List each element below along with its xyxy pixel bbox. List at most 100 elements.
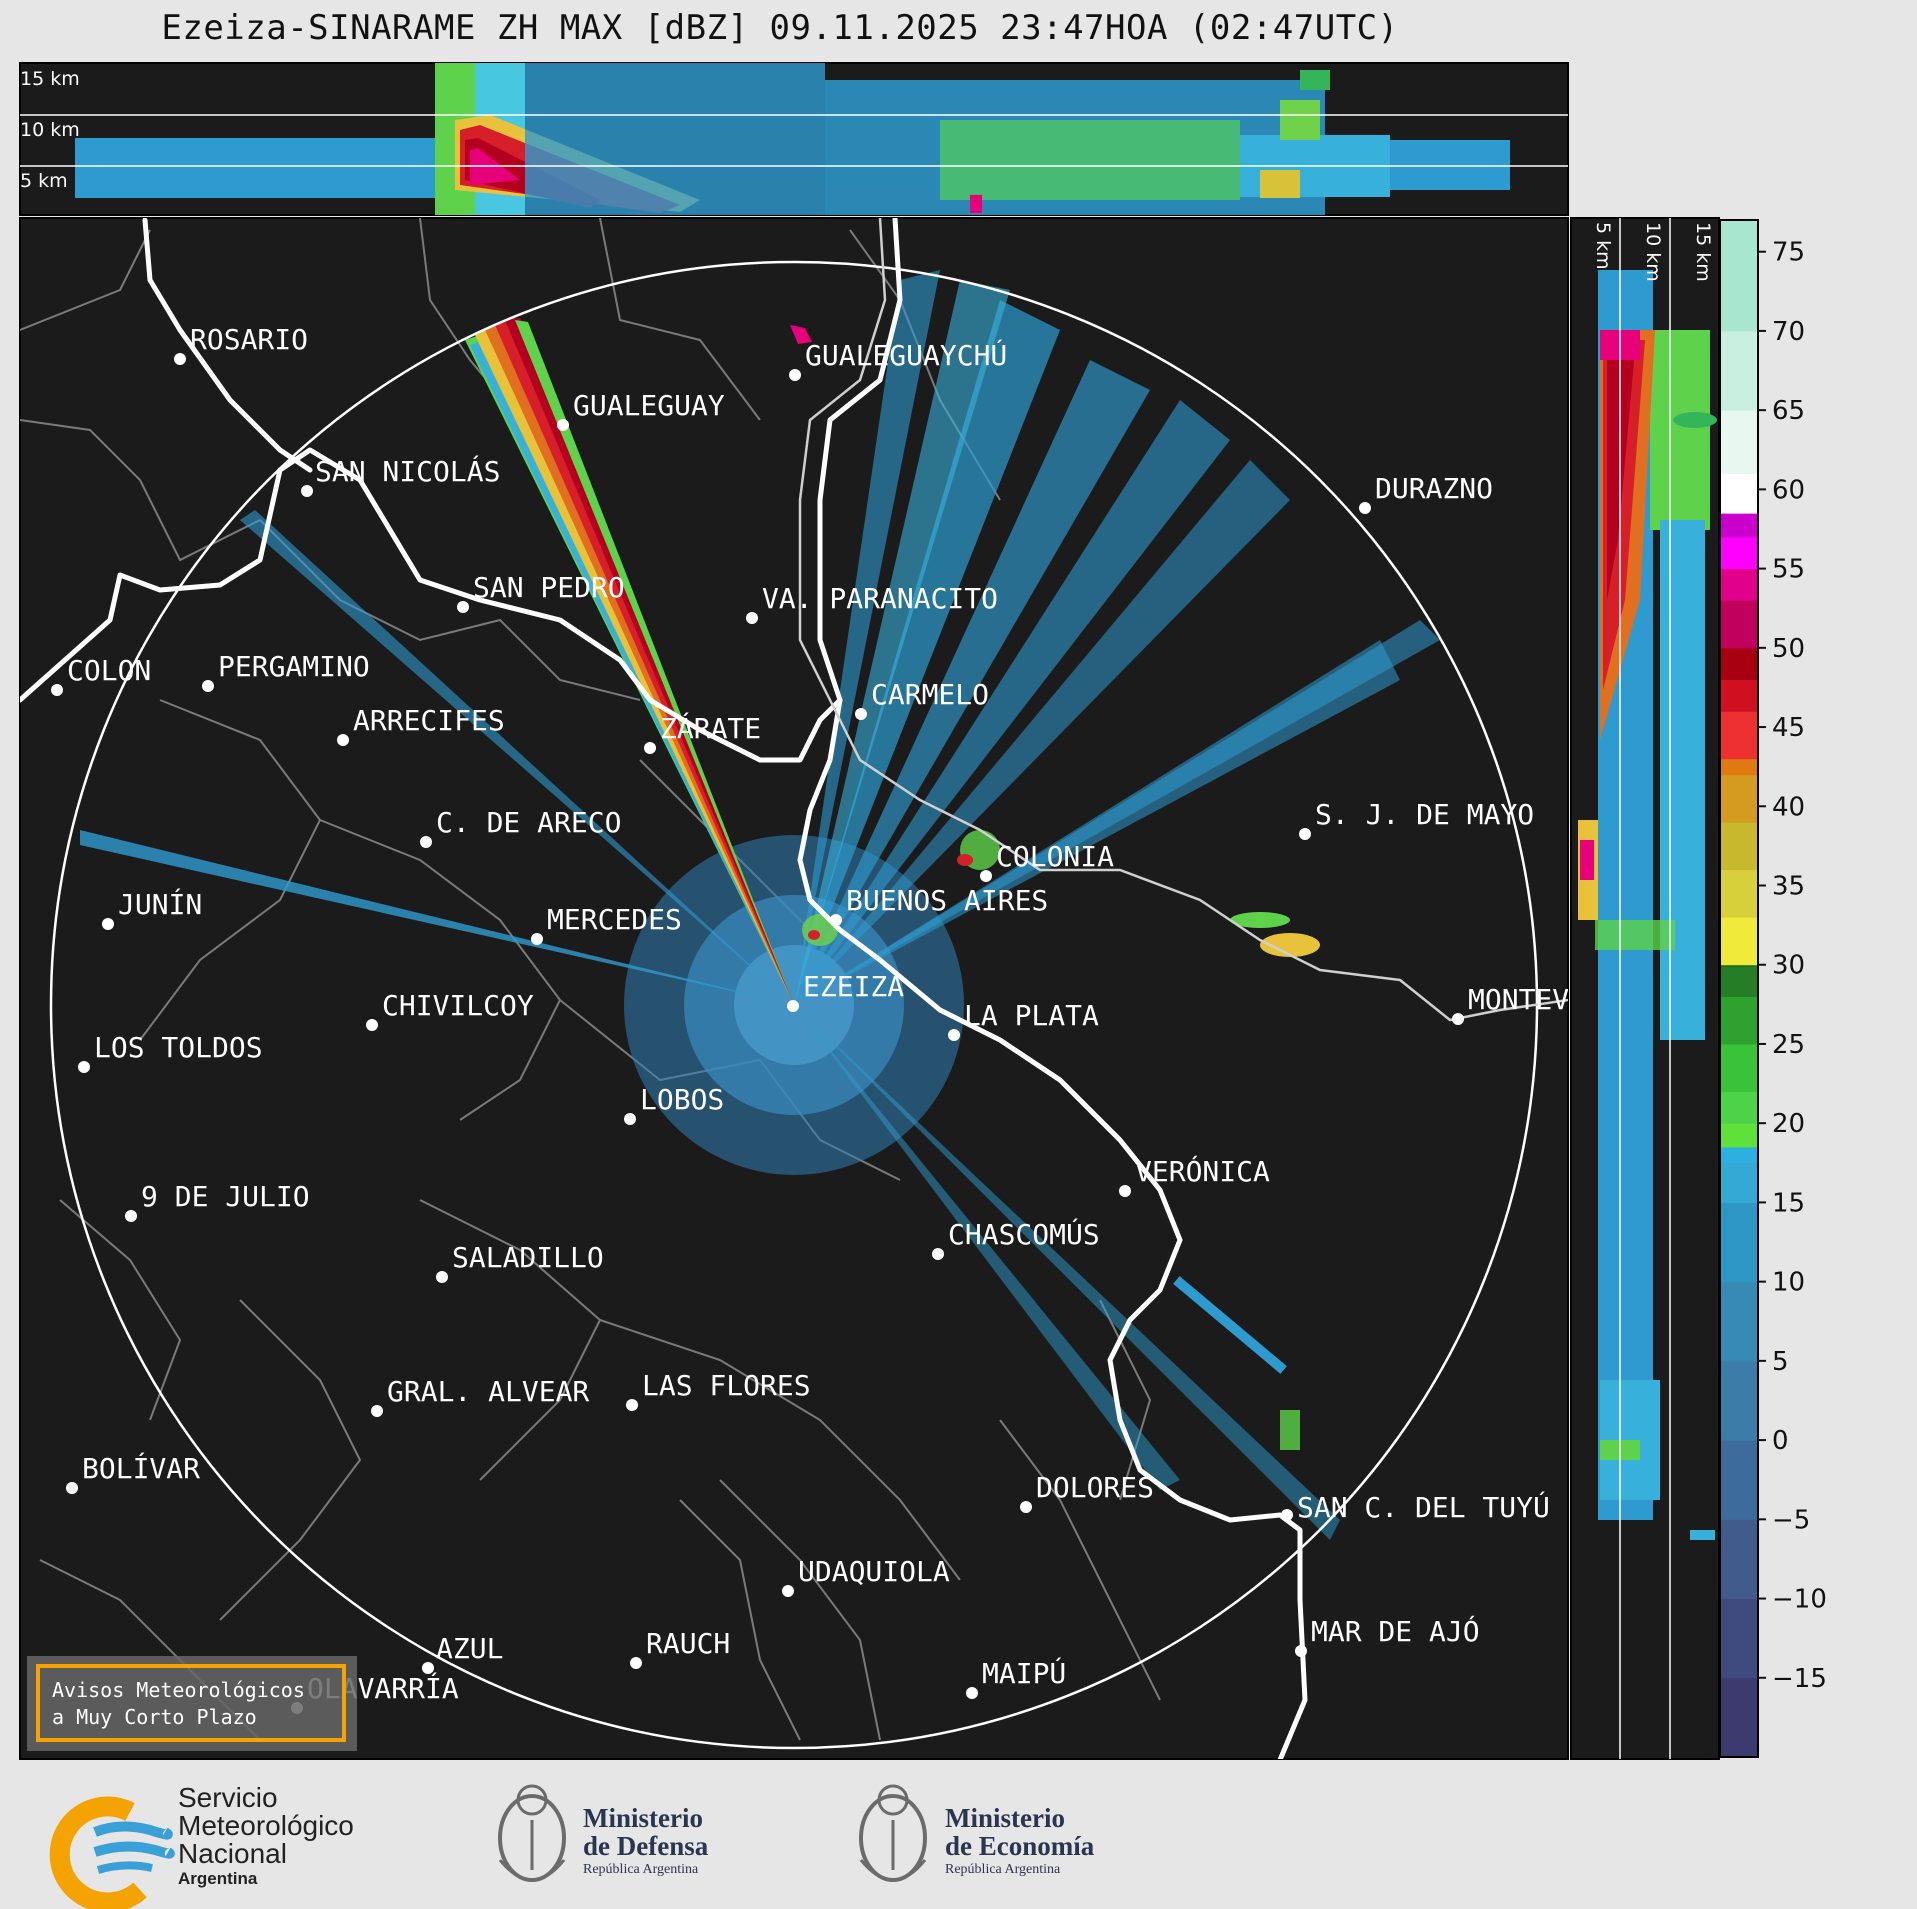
colorbar-band (1720, 220, 1758, 332)
city-label-carmelo: CARMELO (871, 678, 989, 711)
city-label-dolores: DOLORES (1036, 1471, 1154, 1504)
side-cross-section-panel: 5 km 10 km 15 km (1570, 217, 1720, 1760)
colorbar-band (1720, 1598, 1758, 1679)
warning-box-line2: a Muy Corto Plazo (52, 1705, 257, 1729)
smn-logo-icon (49, 1796, 175, 1909)
city-label-gualeguay: GUALEGUAY (573, 389, 725, 422)
colorbar-band (1720, 1202, 1758, 1283)
colorbar-band (1720, 513, 1758, 538)
warning-box-line1: Avisos Meteorológicos (52, 1678, 305, 1702)
colorbar-tick-label: 0 (1772, 1426, 1789, 1456)
colorbar-tick-label: 15 (1772, 1188, 1805, 1218)
colorbar-band (1720, 774, 1758, 823)
coastlines-rivers (20, 218, 1308, 1759)
province-borders (20, 218, 1161, 1741)
colorbar-bands (1720, 220, 1758, 1758)
colorbar-tick-label: 30 (1772, 951, 1805, 981)
colorbar-band (1720, 1043, 1758, 1092)
colorbar-tick-label: 20 (1772, 1109, 1805, 1139)
colorbar-tick-label: 70 (1772, 317, 1805, 347)
colorbar-band (1720, 822, 1758, 871)
smn-line3: Nacional (178, 1838, 287, 1869)
colorbar-tick-label: −5 (1772, 1505, 1810, 1535)
city-label-arrecifes: ARRECIFES (353, 704, 505, 737)
colorbar-band (1720, 330, 1758, 411)
colorbar-band (1720, 1440, 1758, 1520)
colorbar-band (1720, 1146, 1758, 1164)
defensa-line2: de Defensa (583, 1831, 709, 1861)
coat-of-arms-icon-economia (859, 1784, 927, 1882)
colorbar-band (1720, 1091, 1758, 1124)
colorbar-tick-label: 40 (1772, 792, 1805, 822)
city-label-durazno: DURAZNO (1375, 472, 1493, 505)
city-label-mercedes: MERCEDES (547, 903, 682, 936)
colorbar-tick-label: 60 (1772, 475, 1805, 505)
city-label-lobos: LOBOS (640, 1083, 724, 1116)
colorbar-band (1720, 1519, 1758, 1600)
colorbar-tick-label: 45 (1772, 713, 1805, 743)
city-label-chascomus: CHASCOMÚS (948, 1217, 1100, 1251)
city-label-junin: JUNÍN (118, 887, 202, 921)
colorbar-band (1720, 647, 1758, 681)
economia-logo-text: Ministerio de Economía República Argenti… (945, 1804, 1094, 1880)
colorbar-band (1720, 1360, 1758, 1441)
city-label-san-c-del-tuyu: SAN C. DEL TUYÚ (1297, 1490, 1550, 1524)
top-echo-layer (75, 63, 1510, 215)
city-label-san-nicolas: SAN NICOLÁS (315, 454, 500, 488)
city-label-va-paranacito: VA. PARANACITO (762, 582, 998, 615)
colorbar-band (1720, 1281, 1758, 1362)
colorbar-band (1720, 568, 1758, 601)
city-label-udaquiola: UDAQUIOLA (798, 1555, 950, 1588)
city-label-gualeguaychu: GUALEGUAYCHÚ (805, 338, 1007, 372)
colorbar-band (1720, 410, 1758, 475)
defensa-line3: República Argentina (583, 1862, 699, 1877)
smn-line2: Meteorológico (178, 1810, 354, 1841)
coastlines-rivers-thin (798, 218, 1568, 1022)
top-height-label-5: 5 km (20, 170, 68, 192)
colorbar-band (1720, 1123, 1758, 1148)
city-label-c-de-areco: C. DE ARECO (436, 806, 621, 839)
city-label-rosario: ROSARIO (190, 323, 308, 356)
colorbar-tick-label: 25 (1772, 1030, 1805, 1060)
city-label-zarate: ZÁRATE (660, 711, 761, 745)
warning-box[interactable]: Avisos Meteorológicos a Muy Corto Plazo (27, 1656, 357, 1751)
city-label-saladillo: SALADILLO (452, 1241, 604, 1274)
colorbar-band (1720, 869, 1758, 918)
city-label-montevideo: MONTEV (1468, 983, 1569, 1016)
colorbar-band (1720, 996, 1758, 1045)
side-height-label-10: 10 km (1642, 222, 1664, 282)
smn-logo-text: Servicio Meteorológico Nacional Argentin… (178, 1784, 354, 1890)
city-label-chivilcoy: CHIVILCOY (382, 989, 534, 1022)
coat-of-arms-icon-defensa (498, 1784, 566, 1882)
radar-figure: 15 km 10 km 5 km (19, 62, 1827, 1760)
colorbar-tick-label: −10 (1772, 1585, 1827, 1615)
colorbar-frame (1719, 219, 1759, 1758)
colorbar-band (1720, 917, 1758, 966)
city-label-veronica: VERÓNICA (1135, 1154, 1270, 1188)
city-label-las-flores: LAS FLORES (642, 1369, 811, 1402)
colorbar-tick-label: 35 (1772, 872, 1805, 902)
city-label-azul: AZUL (436, 1632, 503, 1665)
city-label-9-de-julio: 9 DE JULIO (141, 1180, 310, 1213)
colorbar-band (1720, 679, 1758, 712)
colorbar-tick-label: −15 (1772, 1664, 1827, 1694)
logo-graphics (49, 1784, 927, 1909)
city-label-colon: COLON (67, 654, 151, 687)
city-label-los-toldos: LOS TOLDOS (94, 1031, 263, 1064)
city-label-la-plata: LA PLATA (964, 999, 1099, 1032)
city-label-s-j-de-mayo: S. J. DE MAYO (1315, 798, 1534, 831)
colorbar-band (1720, 600, 1758, 649)
city-label-bolivar: BOLÍVAR (82, 1451, 200, 1485)
colorbar-band (1720, 758, 1758, 776)
city-labels: ROSARIO GUALEGUAYCHÚ GUALEGUAY SAN NICOL… (67, 323, 1569, 1705)
colorbar-tick-label: 50 (1772, 634, 1805, 664)
city-label-colonia: COLONIA (996, 840, 1114, 873)
colorbar-band (1720, 966, 1758, 997)
smn-line1: Servicio (178, 1782, 278, 1813)
colorbar-band (1720, 1677, 1758, 1758)
city-label-mar-de-ajo: MAR DE AJÓ (1311, 1614, 1480, 1648)
colorbar-band (1720, 711, 1758, 760)
colorbar-tick-label: 5 (1772, 1347, 1789, 1377)
economia-line3: República Argentina (945, 1862, 1061, 1877)
